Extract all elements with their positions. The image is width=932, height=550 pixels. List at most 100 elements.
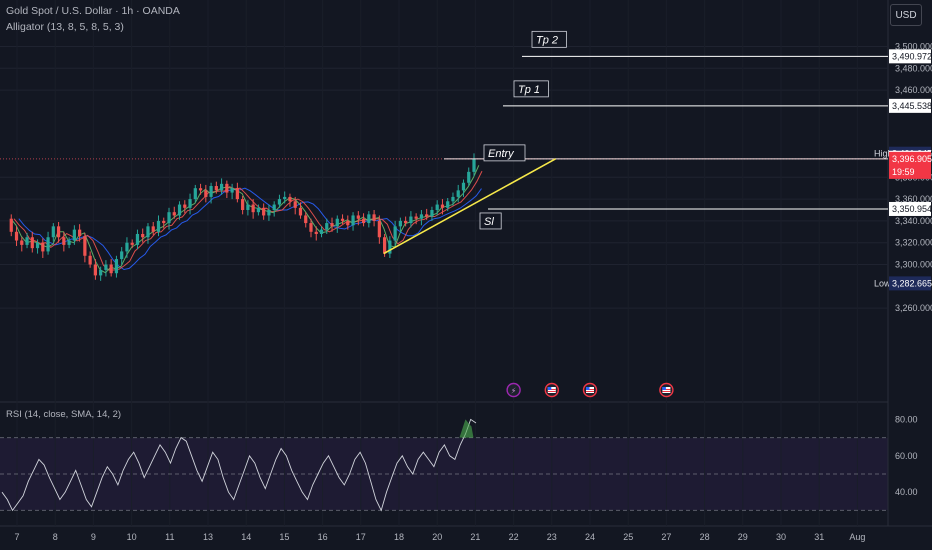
level-price-tag bbox=[889, 49, 931, 64]
time-tick-label: 25 bbox=[623, 532, 633, 542]
price-tick-label: 3,260.000 bbox=[895, 303, 932, 313]
flag-stripe bbox=[662, 389, 671, 390]
candle-body bbox=[361, 218, 366, 224]
time-tick-label: 21 bbox=[470, 532, 480, 542]
level-price-tag bbox=[889, 98, 931, 113]
time-axis[interactable]: 7 8 9 10 11 13 14 15 16 17 18 20 21 22 23 24 25 27 28 29 30 3… bbox=[14, 532, 865, 542]
candle-body bbox=[25, 237, 29, 245]
time-tick-label: 7 bbox=[14, 532, 19, 542]
candle-body bbox=[51, 226, 55, 238]
candle-body bbox=[325, 223, 329, 230]
alligator-jaw bbox=[18, 187, 482, 271]
time-tick-label: 14 bbox=[241, 532, 251, 542]
candle-body bbox=[393, 226, 397, 241]
alligator-teeth bbox=[13, 170, 483, 271]
flag-canton bbox=[662, 387, 666, 390]
candle-body bbox=[256, 207, 261, 213]
time-tick-label: 22 bbox=[509, 532, 519, 542]
candle-body bbox=[309, 223, 313, 232]
candle-body bbox=[56, 226, 61, 238]
candle-body bbox=[130, 242, 134, 245]
price-tick-label: 3,460.000 bbox=[895, 85, 932, 95]
lightning-glyph: ⚡ bbox=[511, 387, 517, 396]
candle-body bbox=[167, 212, 171, 224]
time-tick-label: 17 bbox=[356, 532, 366, 542]
candle-body bbox=[283, 196, 287, 200]
candle-body bbox=[198, 188, 203, 191]
currency-button[interactable]: USD bbox=[890, 4, 922, 26]
candle-body bbox=[451, 196, 455, 202]
candle-body bbox=[272, 204, 276, 210]
rsi-line bbox=[1, 418, 477, 512]
candle-body bbox=[120, 251, 124, 260]
candle-body bbox=[335, 218, 339, 227]
candle-body bbox=[162, 220, 166, 224]
price-axis[interactable]: 3,500.0003,480.0003,460.0003,380.0003,36… bbox=[874, 42, 932, 498]
candle-body bbox=[225, 183, 229, 193]
candle-body bbox=[46, 237, 50, 252]
level-price-tag bbox=[889, 201, 931, 216]
economic-events[interactable]: ⚡ bbox=[506, 382, 674, 398]
candle-body bbox=[404, 220, 408, 224]
time-tick-label: 29 bbox=[738, 532, 748, 542]
candle-body bbox=[30, 237, 34, 249]
candle-body bbox=[277, 199, 282, 205]
current-price-tag bbox=[889, 151, 931, 179]
flag-stripe bbox=[586, 391, 594, 392]
flag-canton bbox=[547, 387, 552, 390]
level-label: Entry bbox=[488, 148, 515, 160]
candle-body bbox=[209, 186, 213, 197]
level-price-value: 3,350.954 bbox=[892, 204, 932, 214]
candle-body bbox=[372, 214, 376, 221]
candle-body bbox=[293, 201, 297, 208]
candle-body bbox=[104, 264, 108, 270]
flag-canton bbox=[586, 387, 590, 390]
time-tick-label: 18 bbox=[394, 532, 404, 542]
candle-body bbox=[456, 190, 460, 197]
level-label-box bbox=[479, 212, 502, 230]
support-trendline bbox=[383, 158, 557, 255]
time-tick-label: 10 bbox=[127, 532, 137, 542]
time-tick-label: 28 bbox=[700, 532, 710, 542]
candle-body bbox=[156, 220, 161, 232]
candle-body bbox=[251, 204, 255, 213]
candle-body bbox=[78, 229, 82, 237]
candle-body bbox=[440, 204, 445, 208]
candle-body bbox=[367, 214, 371, 224]
candle-body bbox=[262, 207, 266, 216]
time-tick-label: 24 bbox=[585, 532, 595, 542]
time-tick-label: 8 bbox=[53, 532, 58, 542]
candle-body bbox=[230, 188, 234, 193]
indicator-legend[interactable]: Alligator (13, 8, 5, 8, 5, 3) bbox=[6, 21, 124, 33]
candle-body bbox=[67, 240, 71, 245]
candle-body bbox=[304, 215, 308, 224]
candle-body bbox=[114, 259, 119, 274]
price-tick-label: 3,320.000 bbox=[895, 238, 932, 248]
candlesticks bbox=[9, 153, 476, 281]
price-tick-label: 3,360.000 bbox=[895, 194, 932, 204]
lightning-event-icon[interactable] bbox=[506, 382, 521, 398]
level-label: Tp 2 bbox=[536, 34, 558, 46]
candle-body bbox=[141, 233, 145, 238]
candle-body bbox=[472, 158, 476, 172]
candle-body bbox=[461, 182, 466, 191]
candle-body bbox=[430, 210, 434, 217]
candle-body bbox=[314, 231, 318, 234]
candle-body bbox=[414, 216, 418, 219]
current-price-value: 3,396.905 bbox=[892, 154, 932, 164]
gridlines bbox=[0, 46, 888, 309]
level-price-value: 3,445.538 bbox=[892, 101, 932, 111]
time-tick-label: 13 bbox=[203, 532, 213, 542]
candle-body bbox=[246, 204, 250, 210]
price-tick-label: 3,300.000 bbox=[895, 260, 932, 270]
candle-body bbox=[288, 196, 292, 202]
time-tick-label: 31 bbox=[814, 532, 824, 542]
candle-body bbox=[319, 229, 324, 234]
level-price-value: 3,490.972 bbox=[892, 51, 932, 61]
level-label-box bbox=[513, 80, 549, 98]
flag-stripe bbox=[547, 391, 556, 392]
candle-body bbox=[146, 226, 150, 238]
time-tick-label: 16 bbox=[318, 532, 328, 542]
trendline[interactable] bbox=[383, 158, 557, 255]
